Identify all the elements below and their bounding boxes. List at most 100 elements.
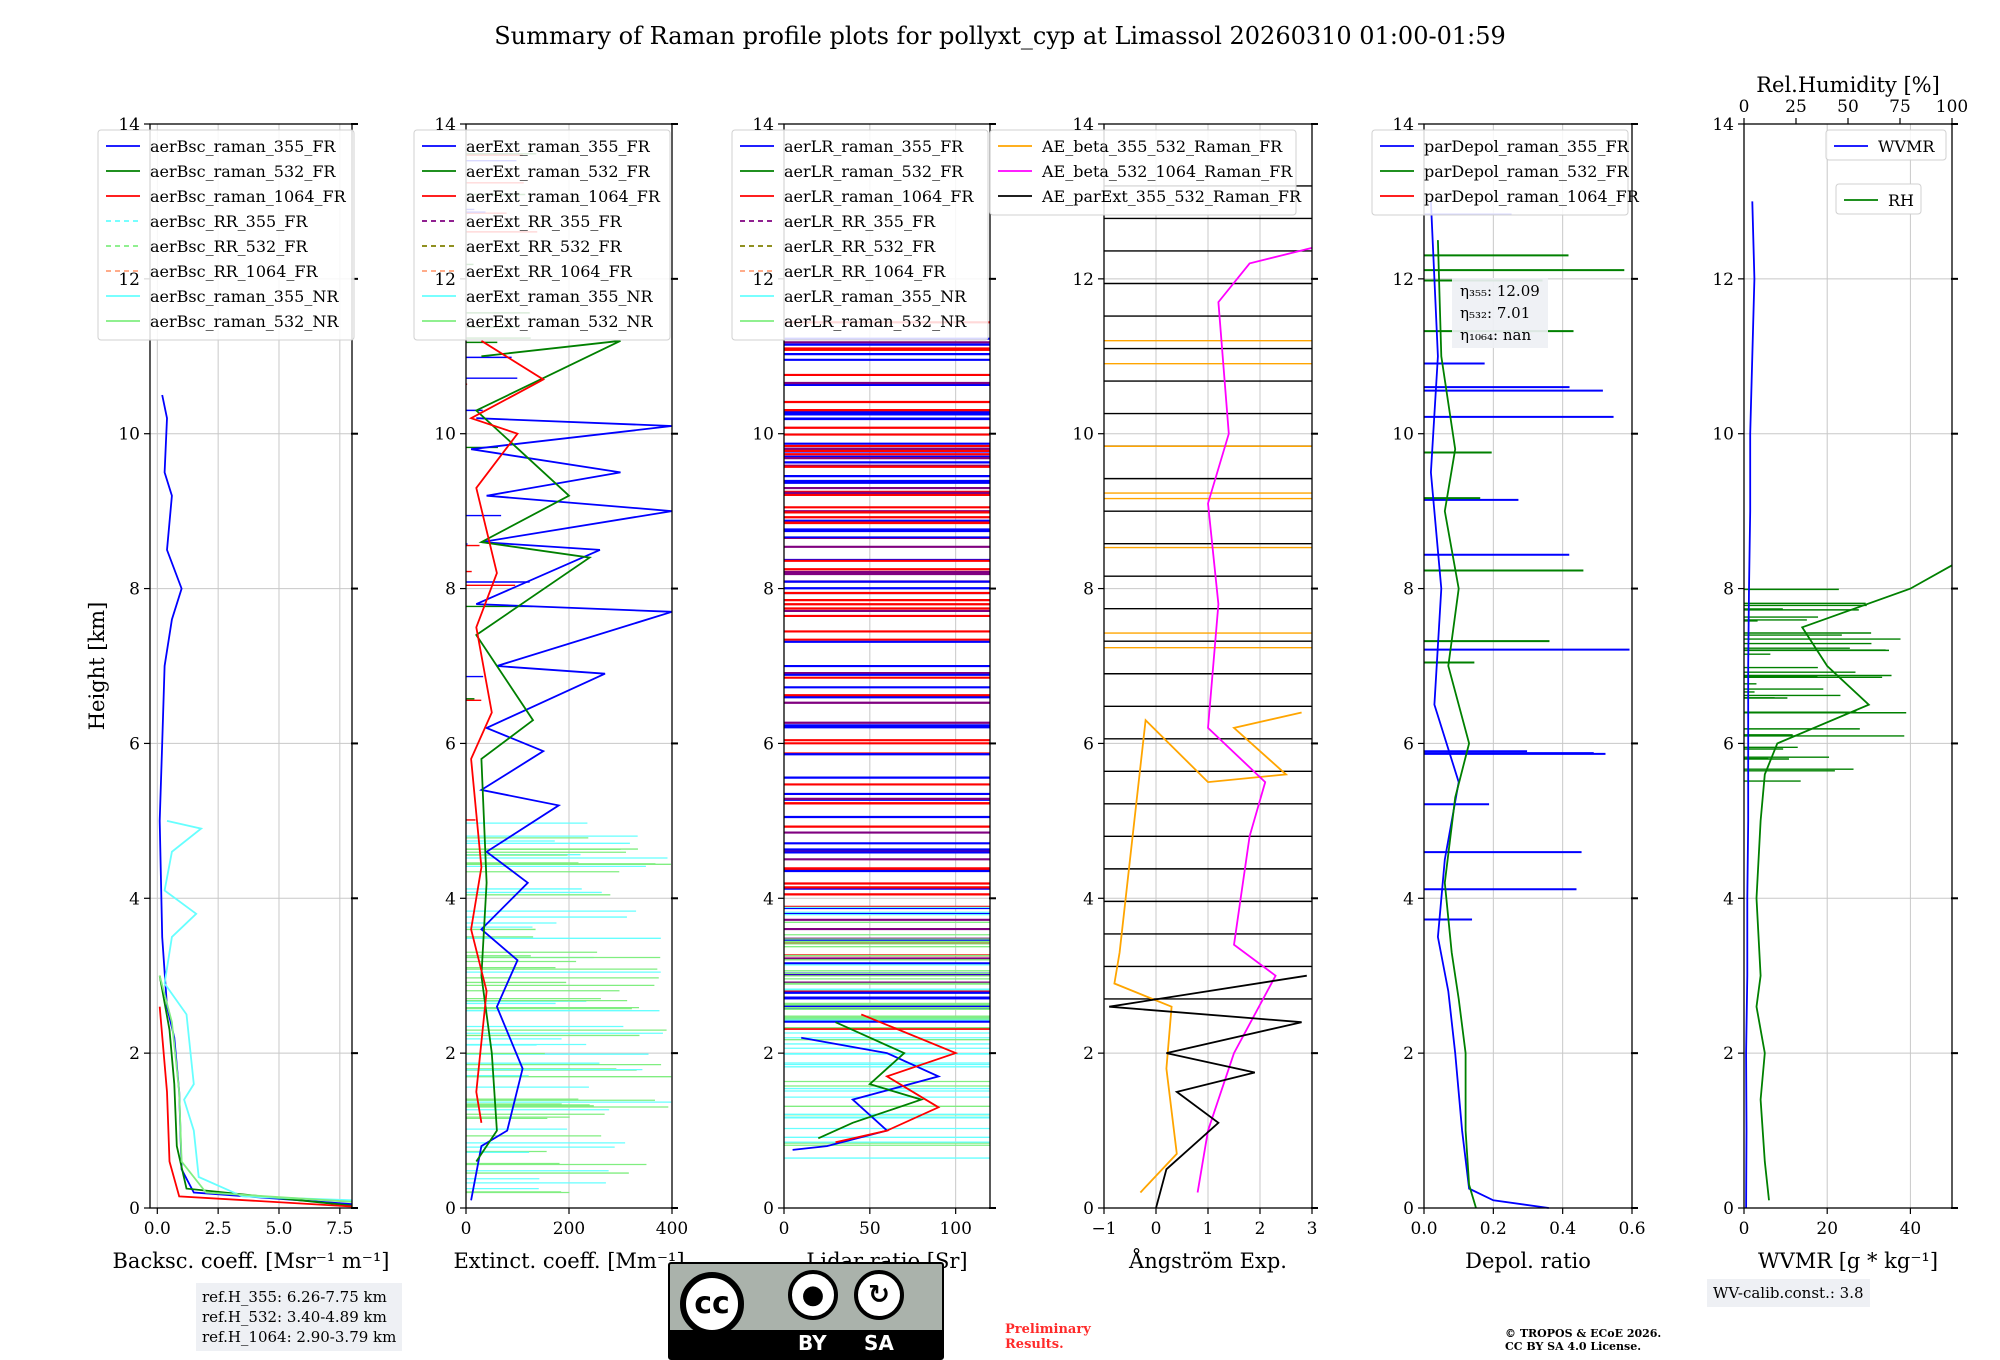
depol-annotation-line: η₁₀₆₄: nan: [1460, 326, 1531, 344]
x-tick-label: 200: [553, 1219, 585, 1239]
y-tick-label: 12: [1392, 270, 1414, 290]
x-tick-label: 50: [859, 1219, 881, 1239]
legend-entry-WVMR: WVMR: [1878, 137, 1935, 156]
legend-entry-aerBsc_raman_355_NR: aerBsc_raman_355_NR: [150, 287, 339, 306]
series-line-RH: [1755, 564, 1953, 1201]
series-line-aerExt_raman_1064_FR: [468, 340, 546, 1123]
top-x-tick-label: 25: [1785, 97, 1807, 117]
depol-annotation-line: η₃₅₅: 12.09: [1460, 282, 1540, 300]
y-tick-label: 10: [1072, 425, 1094, 445]
x-axis-label: Ångström Exp.: [1128, 1248, 1287, 1273]
panel-depolarization: [1371, 123, 1638, 1214]
x-tick-label: 2.5: [205, 1219, 232, 1239]
top-x-axis-label: Rel.Humidity [%]: [1756, 73, 1940, 97]
legend-entry-AE_parExt_355_532_Raman_FR: AE_parExt_355_532_Raman_FR: [1041, 187, 1302, 206]
series-line-AE_parExt_355_532_Raman_FR: [1109, 974, 1307, 1209]
series-line-aerBsc_raman_532_FR: [158, 975, 353, 1207]
x-tick-label: −1: [1091, 1219, 1116, 1239]
panel-frame: [1743, 123, 1953, 1209]
cc-logo-icon: cc: [680, 1272, 744, 1336]
y-tick-label: 4: [445, 889, 456, 909]
y-tick-label: 6: [1083, 734, 1094, 754]
legend-entry-aerExt_RR_1064_FR: aerExt_RR_1064_FR: [466, 262, 633, 281]
y-tick-label: 4: [763, 889, 774, 909]
legend-entry-AE_beta_355_532_Raman_FR: AE_beta_355_532_Raman_FR: [1041, 137, 1283, 156]
y-tick-label: 8: [445, 580, 456, 600]
reference-height-box: ref.H_355: 6.26-7.75 km ref.H_532: 3.40-…: [196, 1283, 403, 1351]
x-axis-label: Depol. ratio: [1465, 1249, 1591, 1273]
legend-entry-aerExt_raman_355_FR: aerExt_raman_355_FR: [466, 137, 651, 156]
legend-entry-aerLR_RR_532_FR: aerLR_RR_532_FR: [784, 237, 936, 256]
preliminary-note: Preliminary Results.: [1005, 1322, 1091, 1352]
y-tick-label: 6: [1723, 734, 1734, 754]
x-axis-label: WVMR [g * kg⁻¹]: [1758, 1249, 1938, 1273]
legend-entry-parDepol_raman_1064_FR: parDepol_raman_1064_FR: [1424, 187, 1640, 206]
y-tick-label: 0: [1083, 1199, 1094, 1219]
y-tick-label: 2: [129, 1044, 140, 1064]
ref-h-1064: ref.H_1064: 2.90-3.79 km: [202, 1328, 397, 1346]
y-tick-label: 0: [1403, 1199, 1414, 1219]
series-line-aerLR_raman_355_FR: [792, 1036, 942, 1151]
legend-box: [1825, 129, 1947, 161]
legend-box: [1371, 129, 1629, 216]
x-tick-label: 7.5: [326, 1219, 353, 1239]
x-tick-label: 0.0: [144, 1219, 171, 1239]
y-tick-label: 8: [1083, 580, 1094, 600]
x-tick-label: 0.0: [1410, 1219, 1437, 1239]
y-tick-label: 0: [763, 1199, 774, 1219]
y-tick-label: 0: [1723, 1199, 1734, 1219]
cc-license-badge: cc ● ↻ BY SA: [668, 1262, 944, 1360]
y-tick-label: 0: [445, 1199, 456, 1219]
x-tick-label: 0.6: [1618, 1219, 1645, 1239]
legend-entry-aerBsc_raman_1064_FR: aerBsc_raman_1064_FR: [150, 187, 347, 206]
legend-entry-aerExt_raman_1064_FR: aerExt_raman_1064_FR: [466, 187, 661, 206]
legend-entry-aerBsc_RR_1064_FR: aerBsc_RR_1064_FR: [150, 262, 319, 281]
legend-box: [731, 129, 989, 341]
x-tick-label: 0.2: [1480, 1219, 1507, 1239]
legend-entry-aerLR_raman_1064_FR: aerLR_raman_1064_FR: [784, 187, 974, 206]
series-line-aerLR_raman_532_FR: [817, 1021, 925, 1140]
ref-h-532: ref.H_532: 3.40-4.89 km: [202, 1308, 387, 1326]
y-tick-label: 6: [129, 734, 140, 754]
x-axis-label: Backsc. coeff. [Msr⁻¹ m⁻¹]: [113, 1249, 390, 1273]
legend-entry-AE_beta_532_1064_Raman_FR: AE_beta_532_1064_Raman_FR: [1041, 162, 1293, 181]
y-tick-label: 6: [763, 734, 774, 754]
legend-entry-aerExt_raman_355_NR: aerExt_raman_355_NR: [466, 287, 654, 306]
series-line-aerBsc_raman_355_NR: [163, 820, 353, 1202]
y-tick-label: 14: [1392, 115, 1414, 135]
y-tick-label: 8: [763, 580, 774, 600]
panel-frame: [149, 123, 353, 1209]
y-tick-label: 4: [1723, 889, 1734, 909]
legend-entry-aerExt_RR_355_FR: aerExt_RR_355_FR: [466, 212, 623, 231]
legend-entry-aerBsc_raman_355_FR: aerBsc_raman_355_FR: [150, 137, 336, 156]
y-tick-label: 10: [434, 425, 456, 445]
legend-entry-aerLR_raman_355_FR: aerLR_raman_355_FR: [784, 137, 964, 156]
legend-entry-aerBsc_RR_532_FR: aerBsc_RR_532_FR: [150, 237, 308, 256]
panel-frame: [783, 123, 991, 1209]
depol-annotation-box: [1452, 278, 1548, 348]
legend-entry-parDepol_raman_355_FR: parDepol_raman_355_FR: [1424, 137, 1630, 156]
copyright-line-1: © TROPOS & ECoE 2026.: [1505, 1327, 1662, 1340]
series-line-aerExt_raman_355_FR: [470, 417, 673, 1201]
top-x-tick-label: 0: [1739, 97, 1750, 117]
y-tick-label: 14: [1712, 115, 1734, 135]
x-tick-label: 20: [1816, 1219, 1838, 1239]
series-line-aerBsc_raman_1064_FR: [158, 1006, 353, 1208]
series-line-parDepol_raman_355_FR: [1429, 201, 1549, 1209]
legend-entry-aerExt_raman_532_FR: aerExt_raman_532_FR: [466, 162, 651, 181]
y-tick-label: 10: [118, 425, 140, 445]
x-axis-label: Extinct. coeff. [Mm⁻¹]: [453, 1249, 684, 1273]
y-tick-label: 10: [1392, 425, 1414, 445]
x-tick-label: 0: [1151, 1219, 1162, 1239]
x-tick-label: 100: [939, 1219, 971, 1239]
wv-calibration-box: WV-calib.const.: 3.8: [1707, 1279, 1870, 1307]
y-tick-label: 14: [118, 115, 140, 135]
panel-angstrom: [989, 123, 1318, 1214]
x-tick-label: 0: [779, 1219, 790, 1239]
wv-calib-const: WV-calib.const.: 3.8: [1713, 1284, 1864, 1302]
x-tick-label: 400: [656, 1219, 688, 1239]
y-tick-label: 14: [752, 115, 774, 135]
x-tick-label: 0: [1739, 1219, 1750, 1239]
y-tick-label: 14: [434, 115, 456, 135]
